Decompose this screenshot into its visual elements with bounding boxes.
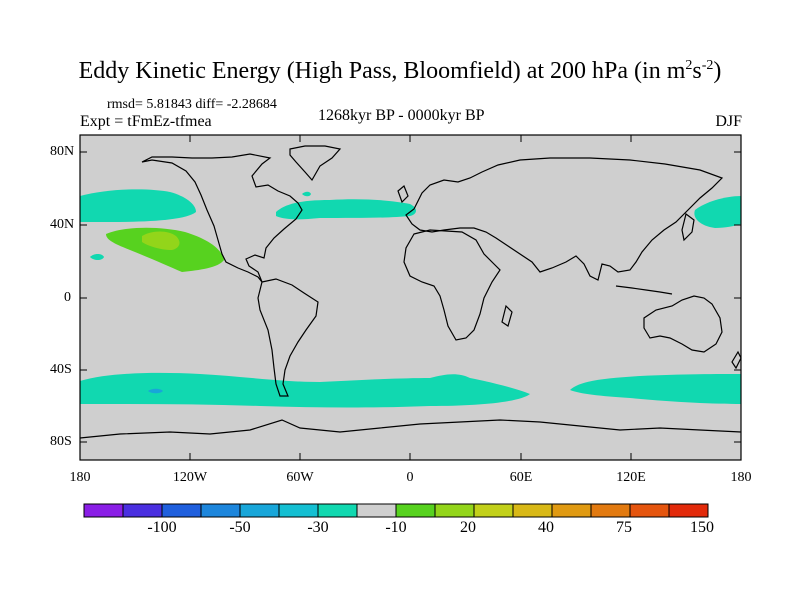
contour-small-atlantic-teal [302, 191, 311, 197]
colorbar-label: 75 [616, 519, 632, 536]
colorbar [83, 503, 709, 518]
colorbar-box [551, 503, 592, 518]
colorbar-box [317, 503, 358, 518]
coast-british-isles [397, 185, 409, 204]
title-sup-2: -2 [701, 58, 714, 73]
colorbar-box [434, 503, 475, 518]
colorbar-box [122, 503, 163, 518]
x-label-60w: 60W [286, 470, 314, 485]
x-label-0: 0 [406, 470, 414, 485]
colorbar-box [668, 503, 709, 518]
y-label-80s: 80S [50, 434, 72, 449]
colorbar-box [590, 503, 631, 518]
colorbar-label: -50 [229, 519, 251, 536]
experiment-label: Expt = tFmEz-tfmea [80, 113, 212, 130]
coast-south-america [257, 278, 319, 397]
contour-fills [80, 189, 741, 408]
colorbar-box [239, 503, 280, 518]
title-text: Eddy Kinetic Energy (High Pass, Bloomfie… [78, 58, 686, 84]
y-label-80n: 80N [50, 144, 75, 159]
colorbar-box [83, 503, 124, 518]
x-label-60e: 60E [509, 470, 533, 485]
y-label-40s: 40S [50, 362, 72, 377]
plot-title: Eddy Kinetic Energy (High Pass, Bloomfie… [0, 58, 800, 85]
coast-africa [403, 229, 501, 341]
coast-japan [681, 212, 695, 242]
title-close: ) [713, 58, 722, 84]
coast-madagascar [501, 304, 513, 327]
colorbar-box [512, 503, 553, 518]
coast-australia [643, 295, 723, 353]
coast-indonesia [615, 285, 673, 295]
colorbar-box [356, 503, 397, 518]
contour-southern-ocean-indian-teal [570, 374, 741, 404]
colorbar-label: 150 [690, 519, 714, 536]
contour-north-pacific-teal [80, 189, 196, 222]
colorbar-label: -10 [385, 519, 407, 536]
coast-north-america [141, 153, 303, 283]
x-label-180w: 180 [69, 470, 91, 485]
colorbar-label: -30 [307, 519, 329, 536]
season-label: DJF [715, 113, 742, 130]
coastlines [79, 145, 742, 439]
coast-greenland [289, 145, 342, 182]
contour-southern-pacific-blue [148, 388, 163, 394]
y-label-40n: 40N [50, 217, 75, 232]
x-label-120w: 120W [172, 470, 208, 485]
coast-antarctica [79, 419, 742, 439]
colorbar-box [278, 503, 319, 518]
coast-new-zealand [731, 350, 742, 370]
contour-central-pacific-yellow-green [142, 231, 180, 250]
y-label-0: 0 [64, 290, 71, 305]
colorbar-label: 40 [538, 519, 554, 536]
title-s: s [692, 58, 702, 84]
colorbar-label: -100 [147, 519, 177, 536]
contour-southern-ocean-pacific-atlantic-teal [80, 372, 530, 408]
coast-eurasia [405, 157, 724, 281]
colorbar-box [161, 503, 202, 518]
colorbar-box [473, 503, 514, 518]
colorbar-label: 20 [460, 519, 476, 536]
contour-central-pacific-green [106, 227, 224, 272]
axis-ticks [80, 135, 741, 460]
contour-nw-pacific-teal [694, 196, 741, 228]
stats-text: rmsd= 5.81843 diff= -2.28684 [107, 97, 277, 112]
colorbar-box [395, 503, 436, 518]
colorbar-box [629, 503, 670, 518]
x-label-120e: 120E [616, 470, 646, 485]
contour-small-east-pacific-teal [90, 254, 104, 260]
colorbar-box [200, 503, 241, 518]
period-label: 1268kyr BP - 0000kyr BP [318, 107, 485, 124]
contour-north-atlantic-teal [276, 199, 416, 220]
x-label-180e: 180 [730, 470, 752, 485]
map-plot-area [80, 135, 741, 460]
title-sup-1: 2 [685, 58, 693, 73]
